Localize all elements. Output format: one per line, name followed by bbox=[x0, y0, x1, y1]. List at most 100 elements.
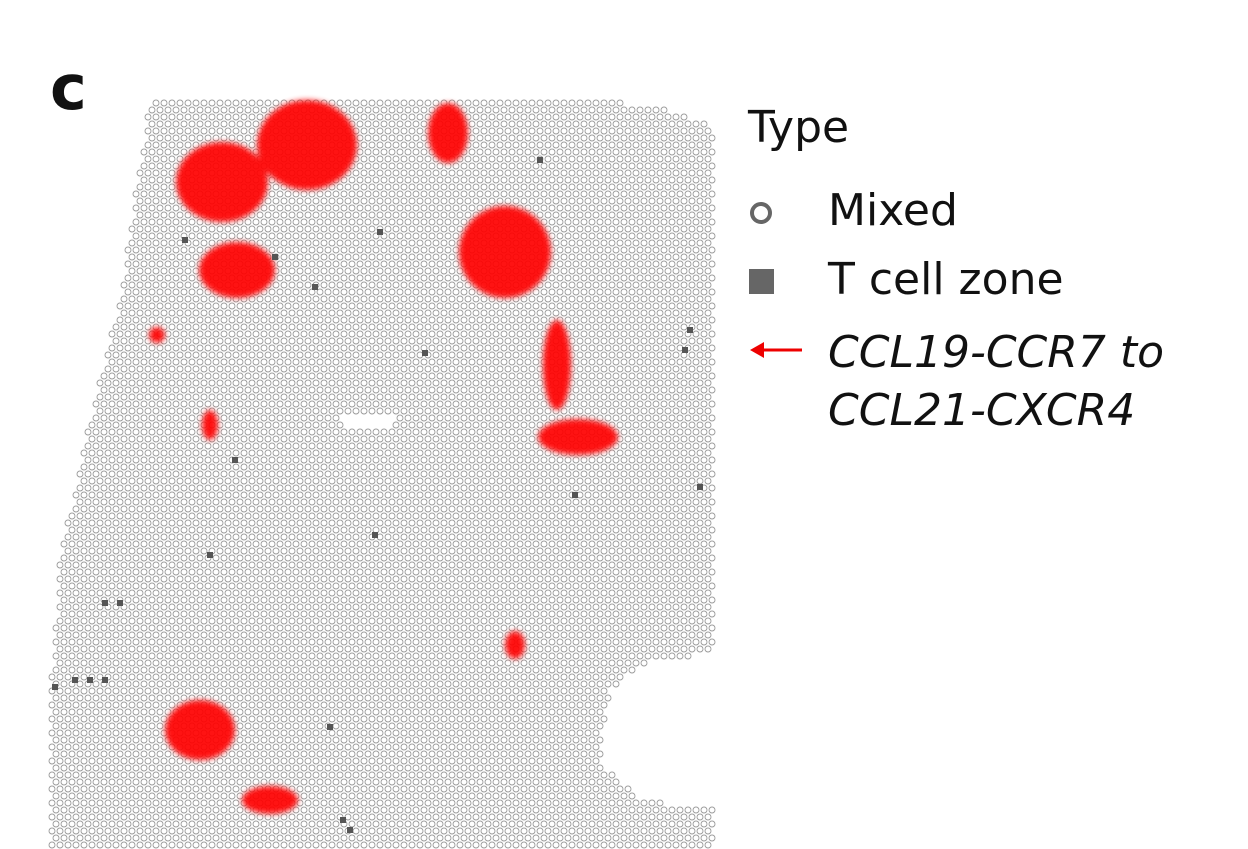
spot bbox=[152, 449, 160, 457]
spot bbox=[628, 470, 636, 478]
spot bbox=[524, 302, 532, 310]
spot bbox=[688, 295, 696, 303]
spot bbox=[340, 344, 348, 352]
spot bbox=[148, 288, 156, 296]
spot bbox=[160, 141, 168, 149]
spot bbox=[276, 344, 284, 352]
spot bbox=[196, 134, 204, 142]
spot bbox=[404, 400, 412, 408]
spot bbox=[232, 393, 240, 401]
spot bbox=[252, 498, 260, 506]
spot bbox=[176, 435, 184, 443]
spot bbox=[472, 379, 480, 387]
spot bbox=[196, 106, 204, 114]
spot bbox=[580, 176, 588, 184]
spot bbox=[396, 470, 404, 478]
spot bbox=[564, 204, 572, 212]
spot bbox=[648, 113, 656, 121]
spot bbox=[380, 554, 388, 562]
spot bbox=[164, 484, 172, 492]
spot bbox=[352, 365, 360, 373]
spot bbox=[628, 162, 636, 170]
spot bbox=[408, 295, 416, 303]
spot bbox=[316, 288, 324, 296]
spot bbox=[360, 239, 368, 247]
spot bbox=[608, 379, 616, 387]
spot bbox=[652, 232, 660, 240]
spot bbox=[612, 498, 620, 506]
spot bbox=[264, 99, 272, 107]
spot bbox=[604, 400, 612, 408]
spot bbox=[120, 337, 128, 345]
spot bbox=[428, 372, 436, 380]
spot bbox=[160, 547, 168, 555]
spot bbox=[288, 463, 296, 471]
spot bbox=[132, 554, 140, 562]
spot bbox=[608, 127, 616, 135]
spot bbox=[300, 190, 308, 198]
spot bbox=[508, 484, 516, 492]
spot bbox=[500, 190, 508, 198]
spot bbox=[696, 239, 704, 247]
spot bbox=[252, 372, 260, 380]
spot bbox=[292, 316, 300, 324]
spot bbox=[700, 120, 708, 128]
spot bbox=[528, 99, 536, 107]
spot bbox=[476, 498, 484, 506]
spot bbox=[704, 365, 712, 373]
spot bbox=[308, 456, 316, 464]
spot bbox=[192, 351, 200, 359]
spot bbox=[276, 526, 284, 534]
spot bbox=[532, 134, 540, 142]
spot bbox=[328, 533, 336, 541]
spot bbox=[568, 127, 576, 135]
spot bbox=[428, 470, 436, 478]
spot bbox=[532, 120, 540, 128]
spot bbox=[636, 456, 644, 464]
spot bbox=[160, 533, 168, 541]
spot bbox=[384, 239, 392, 247]
spot bbox=[120, 323, 128, 331]
spot bbox=[640, 519, 648, 527]
spot bbox=[364, 316, 372, 324]
spot bbox=[172, 232, 180, 240]
spot bbox=[180, 428, 188, 436]
spot bbox=[284, 414, 292, 422]
spot bbox=[180, 148, 188, 156]
spot bbox=[656, 337, 664, 345]
spot bbox=[168, 295, 176, 303]
spot bbox=[516, 386, 524, 394]
spot bbox=[476, 302, 484, 310]
spot bbox=[560, 477, 568, 485]
spot bbox=[216, 295, 224, 303]
spot bbox=[656, 211, 664, 219]
spot bbox=[536, 323, 544, 331]
spot bbox=[352, 533, 360, 541]
spot bbox=[428, 358, 436, 366]
spot bbox=[144, 561, 152, 569]
spot bbox=[340, 274, 348, 282]
spot bbox=[344, 547, 352, 555]
spot bbox=[388, 288, 396, 296]
spot bbox=[296, 407, 304, 415]
spot bbox=[120, 435, 128, 443]
spot bbox=[444, 246, 452, 254]
spot bbox=[664, 281, 672, 289]
spot bbox=[616, 337, 624, 345]
spot bbox=[460, 288, 468, 296]
spot bbox=[580, 302, 588, 310]
spot bbox=[312, 323, 320, 331]
spot bbox=[648, 533, 656, 541]
spot bbox=[236, 232, 244, 240]
spot bbox=[644, 274, 652, 282]
spot bbox=[440, 505, 448, 513]
spot bbox=[120, 351, 128, 359]
spot bbox=[420, 372, 428, 380]
spot bbox=[560, 169, 568, 177]
spot bbox=[156, 372, 164, 380]
spot bbox=[568, 519, 576, 527]
spot bbox=[268, 386, 276, 394]
spot bbox=[276, 540, 284, 548]
spot bbox=[368, 337, 376, 345]
spot bbox=[408, 141, 416, 149]
